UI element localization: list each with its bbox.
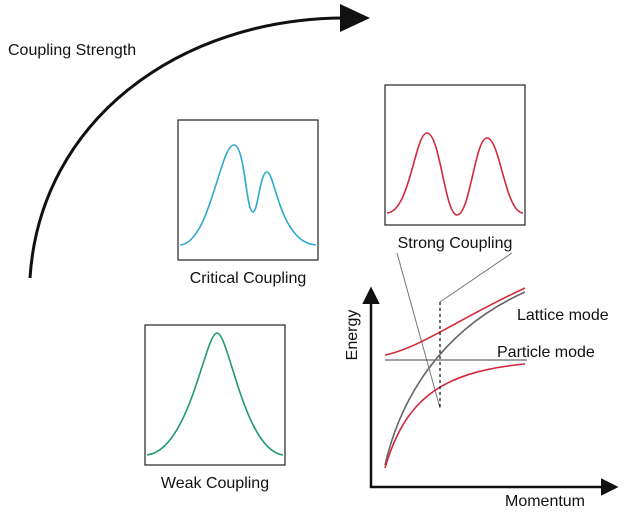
projection-line [396,252,441,409]
arrow-head [340,4,370,32]
upper-polariton [384,287,526,356]
strong-spectrum [386,132,524,216]
lattice-mode-line [384,291,526,466]
strong-panel [384,84,526,226]
weak-spectrum [146,332,284,456]
weak-label: Weak Coupling [161,475,269,492]
critical-spectrum [179,144,317,246]
strength-label: Coupling Strength [8,42,136,59]
critical-panel [177,119,319,261]
critical-label: Critical Coupling [190,270,307,287]
strong-label: Strong Coupling [398,235,513,252]
lattice-mode-label: Lattice mode [517,307,609,324]
y-axis-label: Energy [344,310,361,361]
lower-polariton [384,363,526,469]
projection-line [439,252,513,303]
particle-mode-label: Particle mode [497,344,595,361]
strength-arrow [28,16,346,279]
x-axis-label: Momentum [505,493,585,510]
